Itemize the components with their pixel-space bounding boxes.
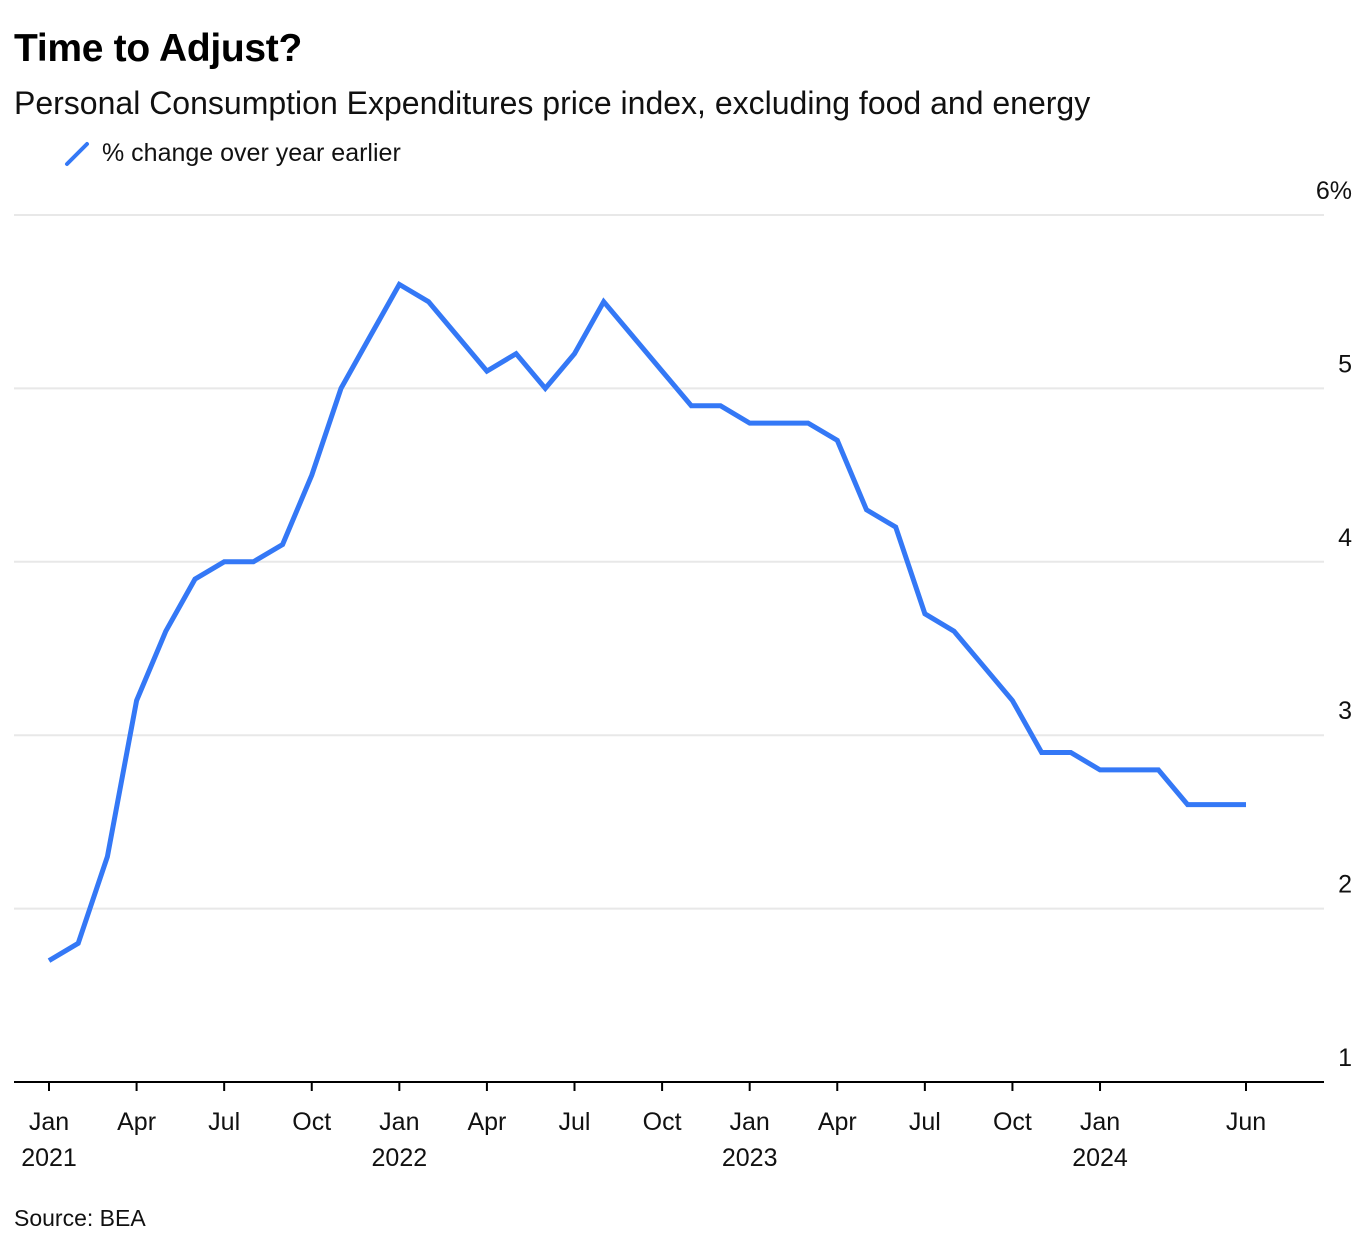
x-tick-label: Jan [29,1108,69,1136]
y-tick-label: 5 [1338,350,1352,378]
x-tick-label: Apr [818,1108,857,1136]
legend-label: % change over year earlier [102,139,401,167]
series-line [47,280,1246,963]
line-chart: 1 2 3 4 5 6% Jan 2021 Apr Jul Oct Jan 2022 Apr Jul Oct J… [14,177,1352,1172]
legend: % change over year earlier [64,139,401,168]
y-tick-label: 2 [1338,871,1352,899]
x-tick-label: Jul [559,1108,591,1136]
x-tick-year-label: 2023 [722,1144,778,1172]
x-tick-label: Jan [730,1108,770,1136]
x-tick-label: Oct [292,1108,331,1136]
x-tick-label: Oct [643,1108,682,1136]
y-tick-label: 4 [1338,524,1352,552]
x-tick-label: Jul [909,1108,941,1136]
x-tick-label: Jun [1226,1108,1266,1136]
y-tick-label: 1 [1338,1044,1352,1072]
legend-line-icon [65,141,89,166]
x-tick-year-label: 2022 [372,1144,428,1172]
source-note: Source: BEA [14,1205,146,1231]
x-tick-label: Jan [1080,1108,1120,1136]
y-tick-label: 6% [1316,177,1352,205]
chart-title: Time to Adjust? [14,27,303,70]
x-tick-label: Oct [993,1108,1032,1136]
x-tick-year-label: 2021 [21,1144,77,1172]
x-tick-label: Jan [379,1108,419,1136]
chart-subtitle: Personal Consumption Expenditures price … [14,85,1091,121]
x-tick-label: Apr [117,1108,156,1136]
y-tick-label: 3 [1338,697,1352,725]
x-tick-label: Jul [208,1108,240,1136]
x-tick-label: Apr [467,1108,506,1136]
x-tick-year-label: 2024 [1072,1144,1128,1172]
